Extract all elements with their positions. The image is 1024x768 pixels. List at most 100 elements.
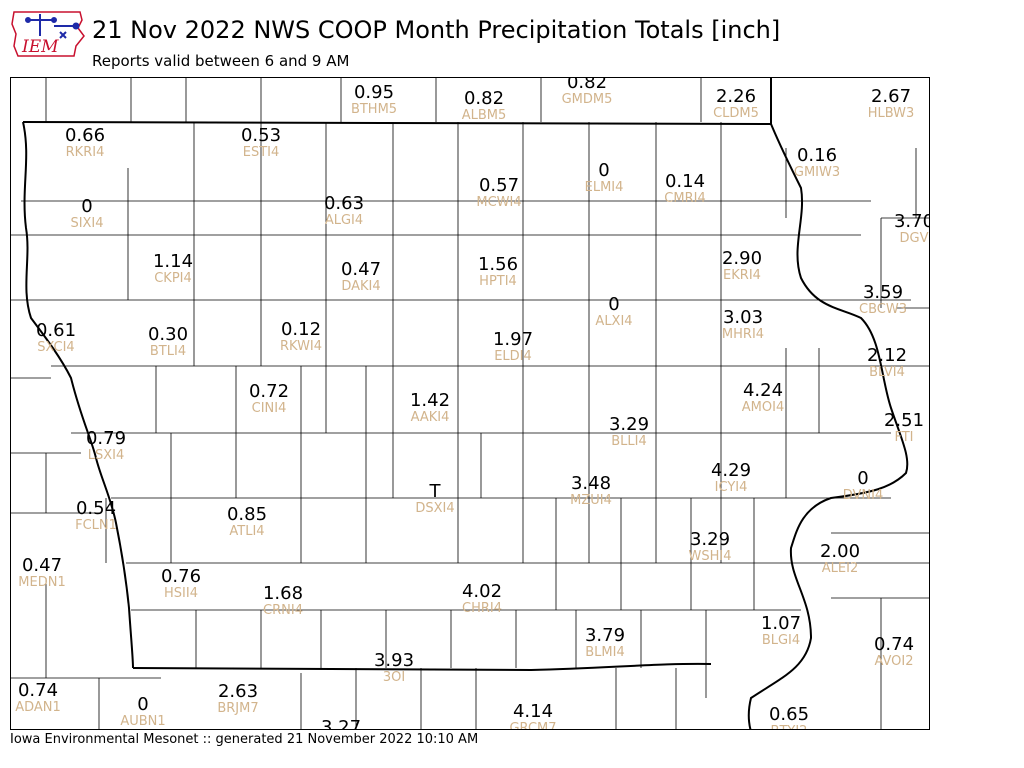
precip-value: 0.16 bbox=[796, 145, 838, 166]
station-id: BTHM5 bbox=[350, 102, 398, 117]
station-label: 3.93 3OI bbox=[374, 651, 414, 685]
precip-value: T bbox=[429, 481, 441, 502]
precip-value: 3.59 bbox=[862, 282, 904, 303]
precip-value: 3.48 bbox=[570, 473, 612, 494]
station-id: GMIW3 bbox=[793, 165, 841, 180]
station-id: CINI4 bbox=[251, 401, 287, 416]
station-id: 3OI bbox=[382, 670, 406, 685]
station-id: CMRI4 bbox=[664, 191, 706, 206]
station-label: 2.67 HLBW3 bbox=[868, 87, 915, 121]
station-id: AAKI4 bbox=[410, 410, 450, 425]
station-id: SIXI4 bbox=[70, 216, 104, 231]
station-id: ALEI2 bbox=[821, 561, 859, 576]
station-id: ADAN1 bbox=[15, 700, 61, 715]
station-id: BLLI4 bbox=[611, 434, 647, 449]
map-title: 21 Nov 2022 NWS COOP Month Precipitation… bbox=[92, 16, 781, 44]
station-label: 3.27 bbox=[321, 718, 361, 730]
precip-value: 0.72 bbox=[248, 381, 290, 402]
station-label: 4.14 GRCM7 bbox=[509, 702, 556, 730]
precip-value: 3.27 bbox=[320, 717, 362, 730]
station-id: GMDM5 bbox=[561, 92, 613, 107]
station-id: DGV bbox=[899, 231, 929, 246]
station-label: 2.26 CLDM5 bbox=[713, 87, 759, 121]
precip-value: 2.12 bbox=[866, 345, 908, 366]
station-id: CHRI4 bbox=[461, 601, 502, 616]
station-label: 0.54 FCLN1 bbox=[75, 499, 117, 533]
station-label: 0.76 HSII4 bbox=[161, 567, 201, 601]
station-label: 0 AUBN1 bbox=[120, 695, 165, 729]
station-label: 0 SIXI4 bbox=[70, 197, 103, 231]
station-label: 4.24 AMOI4 bbox=[742, 381, 784, 415]
precip-value: 3.79 bbox=[584, 625, 626, 646]
precip-value: 0.53 bbox=[240, 125, 282, 146]
station-label: 0.65BTYI2 bbox=[769, 705, 809, 730]
station-id: MZUI4 bbox=[570, 493, 612, 508]
station-label: 4.02 CHRI4 bbox=[462, 582, 502, 616]
station-id: AMOI4 bbox=[741, 400, 785, 415]
precip-value: 0.76 bbox=[160, 566, 202, 587]
station-id: MEDN1 bbox=[18, 575, 66, 590]
station-id: HLBW3 bbox=[867, 106, 915, 121]
precip-value: 0.66 bbox=[64, 125, 106, 146]
station-id: ELDI4 bbox=[494, 349, 532, 364]
station-id: HPTI4 bbox=[479, 274, 517, 289]
precip-value: 1.97 bbox=[492, 329, 534, 350]
station-id: ELMI4 bbox=[584, 180, 624, 195]
precip-value: 0.95 bbox=[353, 82, 395, 103]
station-id: AUBN1 bbox=[120, 714, 166, 729]
station-label: 0 DVNI4 bbox=[843, 469, 884, 503]
station-id: BTLI4 bbox=[149, 344, 187, 359]
station-id: MHRI4 bbox=[721, 327, 765, 342]
precip-value: 0.85 bbox=[226, 504, 268, 525]
station-id: ICYI4 bbox=[714, 480, 748, 495]
station-id: FCLN1 bbox=[75, 518, 117, 533]
station-label: 0.12 RKWI4 bbox=[280, 320, 322, 354]
precip-value: 0.74 bbox=[17, 680, 59, 701]
station-id: ALBM5 bbox=[461, 108, 507, 123]
precip-value: 0.61 bbox=[35, 320, 77, 341]
station-label: 2.90 EKRI4 bbox=[722, 249, 762, 283]
precip-value: 0.54 bbox=[75, 498, 117, 519]
station-label: 4.29 ICYI4 bbox=[711, 461, 751, 495]
precip-value: 1.07 bbox=[760, 613, 802, 634]
precip-value: 1.42 bbox=[409, 390, 451, 411]
station-label: 0.66 RKRI4 bbox=[65, 126, 105, 160]
station-label: 0.30 BTLI4 bbox=[148, 325, 188, 359]
station-label: 2.63 BRJM7 bbox=[217, 682, 258, 716]
precip-value: 0.82 bbox=[566, 77, 608, 93]
precip-value: 3.93 bbox=[373, 650, 415, 671]
station-label: 3.29 BLLI4 bbox=[609, 415, 649, 449]
precip-value: 1.14 bbox=[152, 251, 194, 272]
precip-value: 0 bbox=[857, 468, 869, 489]
precip-value: 4.24 bbox=[742, 380, 784, 401]
precip-value: 1.68 bbox=[262, 583, 304, 604]
precip-value: 4.14 bbox=[512, 701, 554, 722]
precip-value: 0.14 bbox=[664, 171, 706, 192]
station-id: ALXI4 bbox=[595, 314, 633, 329]
station-id: SXCI4 bbox=[37, 340, 75, 355]
station-id: FTI bbox=[894, 430, 914, 445]
map-panel: 0.95 BTHM5 0.82 ALBM5 0.82 GMDM5 2.26 CLDM5 2.67… bbox=[10, 77, 930, 730]
station-id: DAKI4 bbox=[341, 279, 381, 294]
station-id: BLGI4 bbox=[761, 633, 801, 648]
station-label: T DSXI4 bbox=[415, 482, 454, 516]
station-id: GRCM7 bbox=[509, 721, 557, 730]
station-id: HSII4 bbox=[164, 586, 198, 601]
station-label: 0.95 BTHM5 bbox=[351, 83, 397, 117]
station-label: 0 ELMI4 bbox=[585, 161, 624, 195]
station-id: BTYI2 bbox=[769, 725, 809, 730]
station-label: 1.56 HPTI4 bbox=[478, 255, 518, 289]
station-id: BLMI4 bbox=[585, 645, 625, 660]
station-label: 1.07 BLGI4 bbox=[761, 614, 801, 648]
station-id: CLDM5 bbox=[713, 106, 759, 121]
station-id: RKRI4 bbox=[65, 145, 105, 160]
station-label: 0.79 LSXI4 bbox=[86, 429, 126, 463]
station-label: 3.70DGV bbox=[894, 212, 929, 246]
station-id: AVOI2 bbox=[874, 654, 914, 669]
station-id: DVNI4 bbox=[842, 488, 884, 503]
station-label: 0.53 ESTI4 bbox=[241, 126, 281, 160]
station-label: 3.59 CBCW3 bbox=[859, 283, 907, 317]
precip-value: 2.26 bbox=[715, 86, 757, 107]
precip-value: 2.51 bbox=[883, 410, 925, 431]
precip-value: 4.29 bbox=[710, 460, 752, 481]
